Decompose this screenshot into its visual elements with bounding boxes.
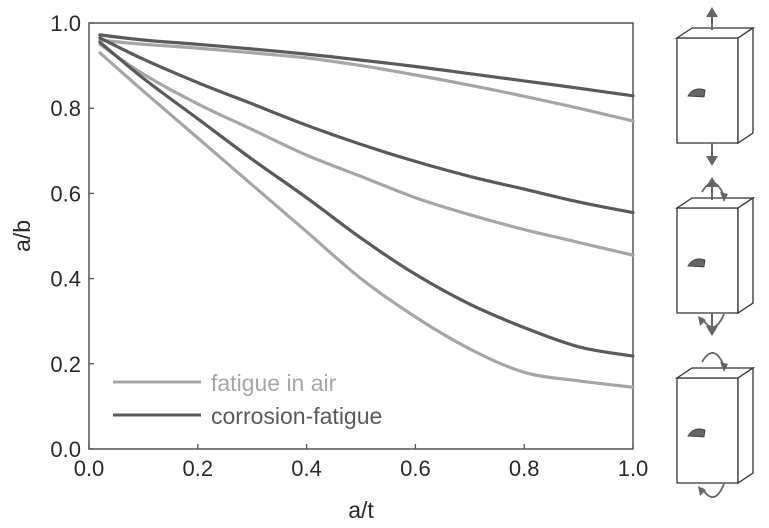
series-corrosion-fatigue-tension-and-bending	[98, 36, 635, 215]
plot-area: 0.0 0.2 0.4 0.6 0.8 1.0 0.0 0.2 0.4 0.6 0.8 1.0	[50, 11, 648, 481]
y-tick-label: 0.2	[50, 352, 81, 377]
y-tick-label: 0.8	[50, 96, 81, 121]
series-corrosion-fatigue-tension	[98, 33, 635, 98]
series-fatigue-in-air-bending	[98, 51, 635, 389]
legend-label-corrosion-fatigue: corrosion-fatigue	[211, 403, 382, 429]
x-tick-label: 0.4	[291, 456, 322, 481]
x-tick-label: 1.0	[618, 456, 649, 481]
specimen-icon-tension	[674, 7, 756, 166]
x-tick-label: 0.0	[74, 456, 105, 481]
y-tick-label: 1.0	[50, 11, 81, 36]
x-tick-label: 0.6	[400, 456, 431, 481]
series-corrosion-fatigue-bending	[98, 40, 635, 358]
y-tick-label: 0.4	[50, 267, 81, 292]
curves-layer	[98, 33, 635, 389]
load-case-icons	[674, 7, 756, 498]
specimen-icon-tension-and-bending	[674, 177, 756, 336]
specimen-icon-bending	[674, 352, 756, 498]
plot-frame	[88, 22, 634, 450]
legend: fatigue in air corrosion-fatigue	[113, 370, 382, 429]
x-axis-label: a/t	[348, 497, 374, 523]
ticks-layer: 0.0 0.2 0.4 0.6 0.8 1.0 0.0 0.2 0.4 0.6 0.8 1.0	[50, 11, 648, 481]
x-tick-label: 0.2	[183, 456, 214, 481]
x-tick-label: 0.8	[509, 456, 540, 481]
legend-label-fatigue-in-air: fatigue in air	[211, 370, 337, 396]
y-tick-label: 0.0	[50, 437, 81, 462]
y-tick-label: 0.6	[50, 181, 81, 206]
series-fatigue-in-air-tension	[98, 38, 635, 123]
y-axis-label: a/b	[9, 220, 35, 252]
series-fatigue-in-air-tension-and-bending	[98, 42, 635, 257]
